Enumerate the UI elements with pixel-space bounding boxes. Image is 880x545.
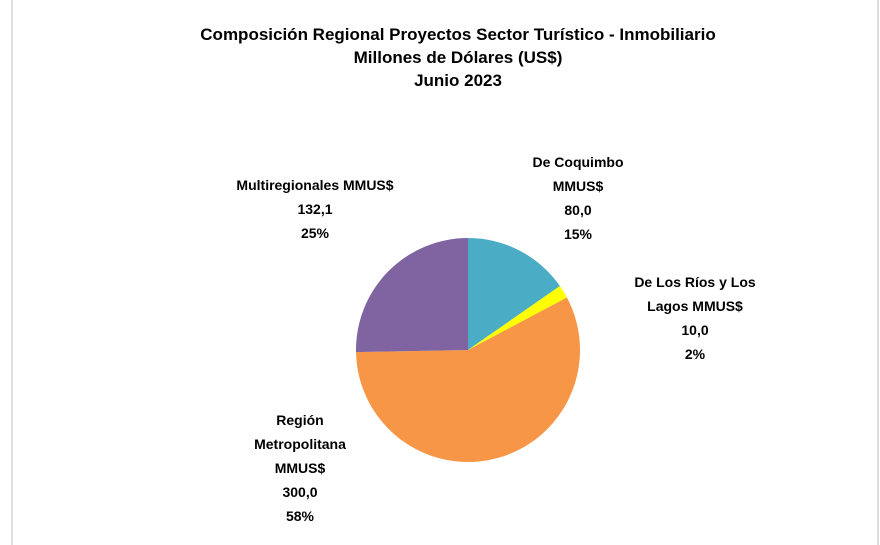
chart-title: Composición Regional Proyectos Sector Tu… [200,25,715,44]
pie-slice [468,238,560,350]
value-label: 10,0 [681,322,709,338]
chart-subtitle: Millones de Dólares (US$) [354,48,563,67]
category-name: De Coquimbo [532,154,624,170]
percent-label: 2% [684,346,706,362]
pie-slice [356,297,580,463]
category-name: Región Metropolitana [254,412,346,452]
slice-label: Multiregionales MMUS$ 132,1 25% [230,173,400,245]
label-heading: De Coquimbo MMUS$ [508,150,648,198]
slice-label: De Los Ríos y Los Lagos MMUS$ 10,0 2% [630,270,760,366]
unit-label: MMUS$ [552,178,604,194]
category-name: De Los Ríos y Los Lagos [634,274,756,314]
value-label: 300,0 [282,484,318,500]
chart-date: Junio 2023 [414,71,502,90]
unit-label: MMUS$ [692,298,743,314]
pie-slice [356,238,468,353]
percent-label: 58% [285,508,315,524]
category-name: Multiregionales [236,177,340,193]
slice-label: Región Metropolitana MMUS$ 300,0 58% [245,408,355,528]
value-label: 132,1 [297,201,333,217]
slice-label: De Coquimbo MMUS$ 80,0 15% [508,150,648,246]
unit-label: MMUS$ [343,177,394,193]
value-label: 80,0 [564,202,592,218]
percent-label: 15% [563,226,593,242]
percent-label: 25% [300,225,330,241]
label-heading: De Los Ríos y Los Lagos MMUS$ [630,270,760,318]
label-heading: Multiregionales MMUS$ [230,173,400,197]
unit-label: MMUS$ [274,460,326,476]
label-heading: Región Metropolitana MMUS$ [245,408,355,480]
pie-slice [468,286,567,350]
